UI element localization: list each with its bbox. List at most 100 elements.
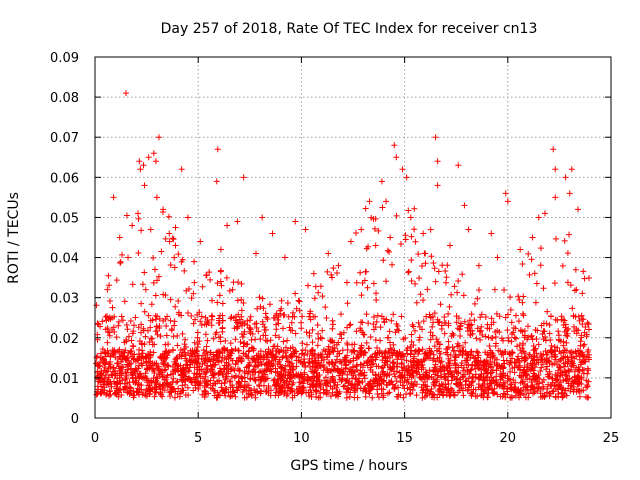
background-point [533,361,540,368]
background-point [128,337,135,344]
background-point [186,356,193,363]
background-point [491,359,498,366]
background-point [551,280,558,287]
background-point [477,336,484,343]
background-point [127,317,134,324]
background-point [116,377,123,384]
data-point [197,238,204,245]
background-point [585,321,592,328]
background-point [238,313,245,320]
background-point [364,284,371,291]
background-point [445,338,452,345]
background-point [329,373,336,380]
background-point [332,367,339,374]
data-point [504,198,511,205]
background-point [159,381,166,388]
background-point [436,354,443,361]
background-point [512,325,519,332]
background-point [357,319,364,326]
background-point [98,375,105,382]
background-point [109,304,116,311]
background-point [548,353,555,360]
data-point [335,262,342,269]
background-point [236,354,243,361]
background-point [313,378,320,385]
background-point [347,382,354,389]
background-point [557,379,564,386]
background-point [93,302,100,309]
background-point [386,328,393,335]
background-point [207,384,214,391]
background-point [408,347,415,354]
background-point [331,362,338,369]
background-point [498,363,505,370]
background-point [121,339,128,346]
background-point [192,316,199,323]
background-point [508,338,515,345]
background-point [170,375,177,382]
background-point [390,349,397,356]
background-point [408,331,415,338]
background-point [146,358,153,365]
background-point [262,310,269,317]
background-point [497,371,504,378]
background-point [488,335,495,342]
background-point [139,281,146,288]
background-point [547,336,554,343]
background-point [444,387,451,394]
background-point [288,319,295,326]
background-point [216,292,223,299]
background-point [468,348,475,355]
background-point [581,329,588,336]
background-point [247,313,254,320]
background-point [128,347,135,354]
background-point [171,254,178,261]
background-point [185,367,192,374]
background-point [327,393,334,400]
background-point [269,351,276,358]
background-point [539,361,546,368]
x-tick-label: 25 [603,431,620,446]
background-point [460,364,467,371]
background-point [182,336,189,343]
y-tick-label: 0 [71,412,79,427]
background-point [393,378,400,385]
background-point [561,328,568,335]
background-point [173,354,180,361]
data-point [153,194,160,201]
background-point [413,368,420,375]
background-point [190,320,197,327]
data-point [310,270,317,277]
background-point [370,360,377,367]
background-point [408,363,415,370]
background-point [163,323,170,330]
background-point [373,363,380,370]
background-point [147,324,154,331]
background-point [508,394,515,401]
background-point [410,381,417,388]
background-point [110,364,117,371]
background-point [526,271,533,278]
background-point [455,278,462,285]
background-point [126,361,133,368]
background-point [93,360,100,367]
background-point [538,364,545,371]
background-point [486,383,493,390]
background-point [493,367,500,374]
background-point [368,385,375,392]
background-point [524,361,531,368]
background-point [549,375,556,382]
background-point [162,366,169,373]
background-point [203,343,210,350]
background-point [583,333,590,340]
background-point [416,275,423,282]
background-point [472,386,479,393]
background-point [141,341,148,348]
background-point [222,392,229,399]
background-point [502,372,509,379]
background-point [247,330,254,337]
background-point [383,372,390,379]
background-point [346,322,353,329]
background-point [170,363,177,370]
background-point [148,301,155,308]
